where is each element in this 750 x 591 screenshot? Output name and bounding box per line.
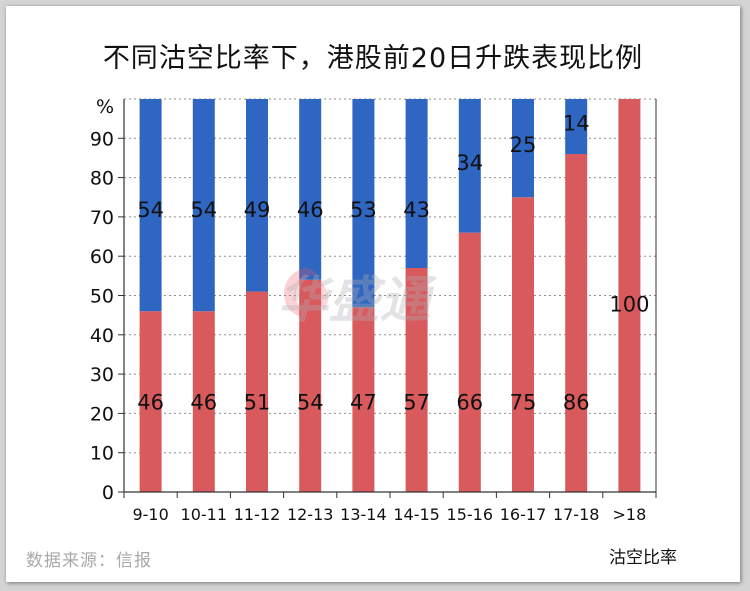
y-tick-label: 40 bbox=[90, 325, 114, 347]
y-tick-label: 0 bbox=[102, 482, 114, 504]
watermark-logo-icon bbox=[284, 268, 329, 318]
gridlines bbox=[124, 98, 656, 454]
bar-up bbox=[299, 279, 322, 492]
data-label-up: 86 bbox=[563, 391, 590, 415]
y-tick-label: 90 bbox=[90, 128, 114, 150]
bar-up bbox=[565, 154, 588, 492]
x-tick-label: 11-12 bbox=[234, 505, 281, 524]
watermark: 华盛通 bbox=[278, 271, 431, 329]
bar-down bbox=[405, 99, 428, 268]
chart-title: 不同沽空比率下，港股前20日升跌表现比例 bbox=[102, 43, 644, 74]
data-label-down: 54 bbox=[190, 198, 217, 222]
x-tick-label: >18 bbox=[613, 505, 647, 524]
chart-card: 不同沽空比率下，港股前20日升跌表现比例 0 10 20 30 40 50 60 70 80 90… bbox=[6, 6, 740, 582]
stacked-bar-chart: 0 10 20 30 40 50 60 70 80 90% 9-10 10-11 11-12 12-13 1… bbox=[90, 96, 657, 524]
bar-up bbox=[405, 267, 428, 492]
data-label-down: 14 bbox=[563, 112, 590, 136]
bar-up bbox=[139, 311, 162, 492]
bar-down bbox=[458, 99, 481, 233]
axes: 0 10 20 30 40 50 60 70 80 90% 9-10 10-11 11-12 12-13 1… bbox=[90, 96, 657, 524]
bar-up bbox=[512, 197, 534, 492]
bar-up bbox=[618, 99, 641, 492]
data-source: 数据来源：信报 bbox=[26, 551, 152, 571]
bar-down bbox=[246, 99, 268, 292]
x-tick-label: 10-11 bbox=[181, 505, 228, 524]
data-label-up: 57 bbox=[403, 391, 430, 415]
bar-down bbox=[299, 99, 322, 280]
y-axis-unit: % bbox=[96, 96, 114, 118]
x-tick-label: 9-10 bbox=[132, 505, 168, 524]
data-label-up: 75 bbox=[510, 391, 537, 415]
y-tick-label: 70 bbox=[90, 207, 114, 229]
bar-down bbox=[192, 99, 215, 312]
data-label-down: 46 bbox=[297, 198, 324, 222]
data-label-up: 66 bbox=[456, 391, 483, 415]
x-axis-title: 沽空比率 bbox=[609, 548, 677, 568]
data-label-down: 43 bbox=[403, 198, 430, 222]
data-label-down: 34 bbox=[456, 151, 483, 175]
x-tick-label: 17-18 bbox=[553, 505, 600, 524]
y-tick-label: 20 bbox=[90, 403, 114, 425]
x-tick-label: 16-17 bbox=[500, 505, 547, 524]
x-tick-label: 12-13 bbox=[287, 505, 334, 524]
bar-up bbox=[458, 232, 481, 492]
data-label-up: 46 bbox=[190, 391, 217, 415]
x-tick-label: 15-16 bbox=[447, 505, 494, 524]
y-tick-label: 60 bbox=[90, 246, 114, 268]
bar-down bbox=[352, 99, 375, 308]
x-tick-label: 14-15 bbox=[393, 505, 440, 524]
data-label-down: 53 bbox=[350, 198, 377, 222]
y-tick-label: 30 bbox=[90, 364, 114, 386]
y-tick-label: 50 bbox=[90, 286, 114, 308]
y-tick-label: 10 bbox=[90, 443, 114, 465]
data-label-down: 25 bbox=[510, 133, 537, 157]
data-label-down: 54 bbox=[137, 198, 164, 222]
x-tick-label: 13-14 bbox=[340, 505, 387, 524]
data-label-up: 100 bbox=[609, 292, 649, 316]
bar-up bbox=[246, 291, 268, 492]
data-label-up: 51 bbox=[244, 391, 271, 415]
y-tick-label: 80 bbox=[90, 168, 114, 190]
bar-up bbox=[352, 307, 375, 492]
data-label-up: 47 bbox=[350, 391, 377, 415]
data-label-down: 49 bbox=[244, 198, 271, 222]
data-label-up: 46 bbox=[137, 391, 164, 415]
bar-down bbox=[512, 99, 534, 198]
data-label-up: 54 bbox=[297, 391, 324, 415]
bar-down bbox=[139, 99, 162, 312]
data-labels: 46 54 46 54 51 49 54 46 47 53 57 43 66 34 75 25 86 14 100 bbox=[137, 112, 649, 415]
bars bbox=[139, 99, 641, 492]
bar-down bbox=[565, 99, 588, 155]
bar-up bbox=[192, 311, 215, 492]
